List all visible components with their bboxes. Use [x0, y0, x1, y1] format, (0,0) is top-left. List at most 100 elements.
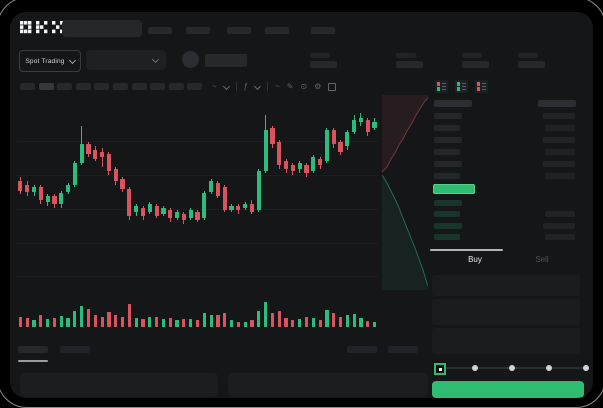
chevron-down-icon[interactable]: [254, 82, 262, 91]
: [462, 89, 466, 90]
candle: [38, 186, 43, 201]
slider-step-dot[interactable]: [546, 365, 552, 371]
candle: [25, 184, 30, 193]
nav-item-placeholder[interactable]: [265, 27, 289, 34]
fullscreen-icon[interactable]: [328, 82, 337, 91]
history-panel-placeholder: [228, 373, 428, 397]
candle: [263, 130, 268, 172]
camera-icon[interactable]: ⊙: [300, 82, 308, 91]
candle: [229, 206, 234, 211]
book-col-price-placeholder: [434, 100, 472, 107]
candle: [270, 128, 275, 144]
coin-logo-icon: [182, 51, 199, 68]
indicators-icon[interactable]: ƒ: [243, 82, 249, 91]
: [442, 89, 446, 90]
nav-item-placeholder[interactable]: [227, 27, 251, 34]
candle: [181, 213, 186, 220]
bottom-tab-placeholder[interactable]: [18, 346, 48, 353]
timeframe-button[interactable]: [113, 83, 128, 90]
volume-bar: [168, 318, 172, 327]
candle: [311, 157, 316, 172]
candle: [93, 149, 98, 160]
bottom-action-placeholder[interactable]: [388, 346, 418, 353]
volume-bar: [66, 318, 70, 327]
: [482, 89, 486, 90]
: [457, 87, 460, 91]
nav-item-placeholder[interactable]: [148, 27, 172, 34]
nav-item-placeholder[interactable]: [311, 27, 335, 34]
order-book-panel: Buy Sell: [430, 12, 593, 398]
compare-icon[interactable]: ~: [275, 82, 280, 91]
: [457, 82, 460, 86]
volume-bar: [182, 318, 186, 327]
volume-bar: [298, 318, 302, 327]
candle: [188, 210, 193, 218]
stat-value-placeholder: [518, 61, 545, 68]
timeframe-button[interactable]: [57, 83, 73, 90]
volume-bar: [304, 316, 309, 327]
bottom-tab-placeholder[interactable]: [60, 346, 90, 353]
tab-sell[interactable]: Sell: [522, 252, 562, 266]
volume-bar: [46, 318, 50, 327]
candle: [331, 130, 336, 144]
order-input-field[interactable]: [432, 328, 580, 354]
book-asks-icon[interactable]: [475, 80, 488, 93]
bid-price-placeholder: [434, 223, 462, 229]
book-bids-icon[interactable]: [455, 80, 468, 93]
volume-bar: [325, 310, 329, 327]
ask-price-placeholder: [434, 173, 460, 179]
depth-overlay: [381, 95, 429, 290]
market-type-dropdown[interactable]: Spot Trading: [19, 50, 81, 72]
pair-selector-dropdown[interactable]: [86, 50, 166, 70]
orders-panel-placeholder: [20, 373, 218, 397]
nav-item-placeholder[interactable]: [186, 27, 210, 34]
stat-label-placeholder: [462, 53, 482, 58]
slider-step-dot[interactable]: [509, 365, 515, 371]
timeframe-button[interactable]: [131, 83, 147, 90]
volume-bar: [189, 318, 193, 327]
: [442, 83, 446, 84]
volume-bar: [236, 321, 240, 327]
order-input-field[interactable]: [432, 275, 580, 296]
volume-pane[interactable]: [17, 291, 378, 327]
candle: [243, 204, 248, 209]
order-input-field[interactable]: [432, 299, 580, 325]
volume-bar: [372, 322, 377, 327]
stat-value-placeholder: [462, 61, 489, 68]
timeframe-button[interactable]: [20, 83, 35, 90]
buy-submit-button[interactable]: [432, 381, 584, 398]
slider-step-dot[interactable]: [472, 365, 478, 371]
volume-bar: [209, 314, 213, 327]
candle-type-icon[interactable]: ~: [212, 82, 217, 91]
candle: [202, 192, 207, 218]
timeframe-button[interactable]: [75, 83, 91, 90]
volume-bar: [148, 317, 152, 327]
candle: [65, 184, 71, 193]
last-price-highlight[interactable]: [433, 184, 475, 194]
volume-bar: [25, 318, 29, 327]
tab-sell-label: Sell: [535, 254, 549, 264]
tab-buy[interactable]: Buy: [455, 252, 495, 266]
volume-bar: [141, 318, 145, 327]
search-input[interactable]: [62, 20, 142, 37]
ask-price-placeholder: [434, 161, 462, 167]
timeframe-button[interactable]: [168, 83, 184, 90]
timeframe-button[interactable]: [94, 83, 110, 90]
candlestick-chart[interactable]: [17, 95, 378, 290]
volume-bar: [332, 313, 336, 327]
timeframe-button[interactable]: [187, 83, 203, 90]
okx-logo[interactable]: [20, 21, 64, 34]
timeframe-button[interactable]: [150, 83, 166, 90]
ask-amount-placeholder: [545, 125, 575, 131]
divider: [267, 82, 269, 91]
slider-step-dot[interactable]: [583, 365, 589, 371]
chevron-down-icon[interactable]: [222, 82, 230, 91]
book-combined-icon[interactable]: [435, 80, 448, 93]
candle: [113, 169, 118, 181]
settings-icon[interactable]: ⚙: [314, 82, 322, 91]
timeframe-button[interactable]: [38, 83, 54, 90]
slider-handle[interactable]: [434, 363, 446, 375]
book-scrollbar[interactable]: [430, 249, 503, 251]
bottom-action-placeholder[interactable]: [347, 346, 377, 353]
draw-icon[interactable]: ✎: [286, 82, 294, 91]
